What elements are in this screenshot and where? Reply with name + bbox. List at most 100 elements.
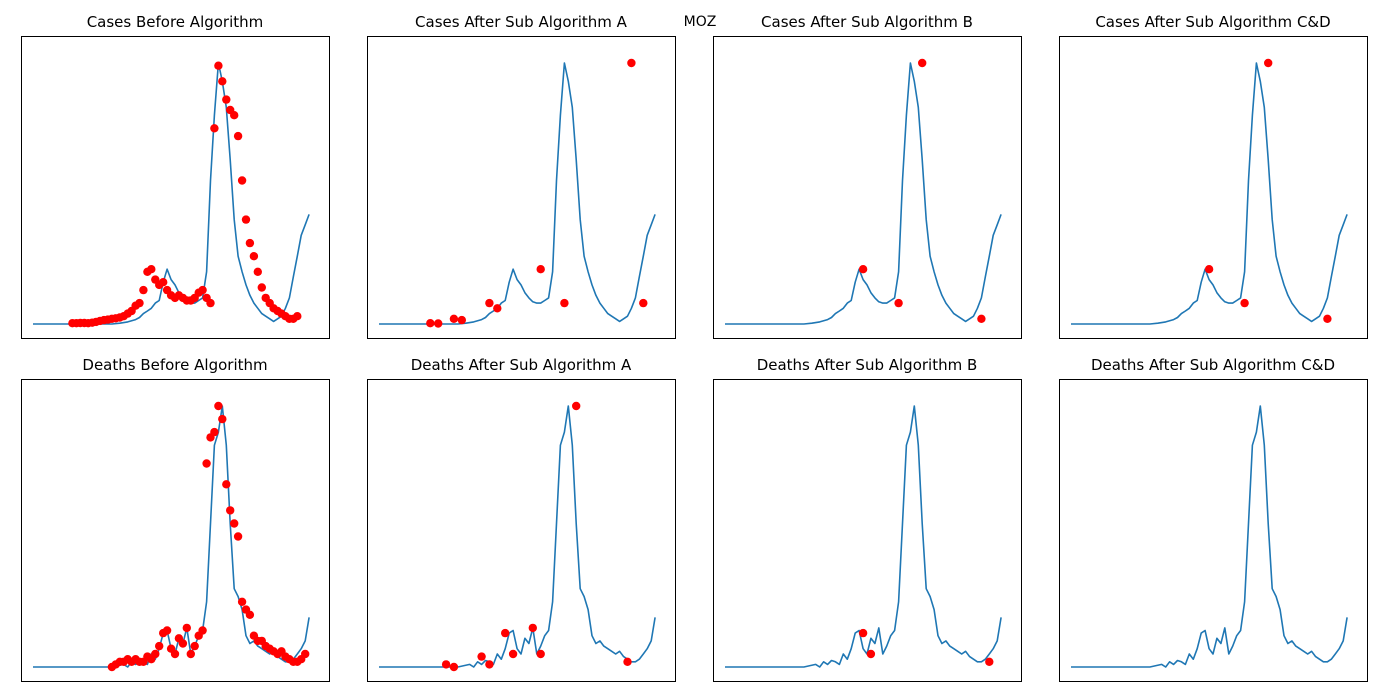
peak-marker <box>572 401 581 411</box>
peak-marker <box>894 298 903 308</box>
peak-marker <box>135 298 144 308</box>
peak-marker <box>198 285 207 295</box>
figure-suptitle: MOZ <box>684 14 717 30</box>
panel-title: Deaths Before Algorithm <box>82 356 267 374</box>
peak-marker <box>159 278 168 287</box>
peak-marker <box>222 95 231 104</box>
panel-4: Cases After Sub Algorithm C&D <box>1059 13 1368 339</box>
panel-2: Cases After Sub Algorithm A <box>367 13 676 339</box>
peak-marker <box>226 506 235 515</box>
axes-frame <box>21 36 330 339</box>
series-line-1 <box>33 62 310 325</box>
axes-frame <box>21 379 330 682</box>
peak-marker <box>1264 58 1273 68</box>
peak-marker <box>1204 265 1214 274</box>
peak-marker <box>977 314 986 323</box>
peak-marker <box>623 657 632 666</box>
peak-marker <box>253 267 262 276</box>
peak-marker <box>627 58 636 68</box>
peak-marker <box>301 649 310 659</box>
peak-marker <box>257 283 266 292</box>
peak-marker <box>441 660 451 669</box>
peak-marker <box>190 641 199 651</box>
panel-1: Cases Before Algorithm <box>21 13 330 339</box>
peak-marker <box>434 319 443 328</box>
peak-marker <box>918 58 927 68</box>
peak-marker <box>147 265 156 274</box>
peak-marker <box>536 265 545 274</box>
peak-marker <box>186 649 195 659</box>
peak-marker <box>218 77 227 86</box>
panel-5: Deaths Before Algorithm <box>21 356 330 682</box>
series-line-1 <box>1071 62 1348 325</box>
series-line-1 <box>33 405 310 668</box>
peak-marker <box>245 610 255 619</box>
panel-title: Cases After Sub Algorithm C&D <box>1095 13 1330 31</box>
panel-title: Deaths After Sub Algorithm A <box>411 356 632 374</box>
peak-marker <box>198 626 207 635</box>
peak-marker <box>139 285 148 295</box>
panel-title: Cases After Sub Algorithm B <box>761 13 973 31</box>
series-line-1 <box>379 62 656 325</box>
peak-marker <box>170 649 180 659</box>
series-line-1 <box>725 62 1002 325</box>
peak-marker <box>639 298 648 308</box>
peak-marker <box>233 131 243 141</box>
peak-marker <box>508 649 518 659</box>
panel-grid: Cases Before Algorithm Cases After Sub Al… <box>21 13 1368 682</box>
peak-marker <box>202 459 211 468</box>
series-line-1 <box>1071 405 1348 668</box>
peak-marker <box>218 414 227 424</box>
peak-marker <box>858 628 868 638</box>
peak-marker <box>493 304 502 313</box>
peak-marker <box>449 662 459 672</box>
peak-marker <box>293 312 302 321</box>
peak-marker <box>485 660 494 669</box>
peak-marker <box>485 298 494 308</box>
panel-title: Cases After Sub Algorithm A <box>415 13 628 31</box>
peak-marker <box>214 401 223 411</box>
axes-frame <box>713 36 1022 339</box>
peak-marker <box>233 532 243 541</box>
peak-marker <box>210 124 219 133</box>
peak-marker <box>858 265 868 274</box>
series-line-1 <box>725 405 1002 668</box>
panel-6: Deaths After Sub Algorithm A <box>367 356 676 682</box>
peak-marker <box>501 628 510 638</box>
peak-marker <box>222 480 231 489</box>
peak-marker <box>249 252 259 261</box>
panel-title: Deaths After Sub Algorithm C&D <box>1091 356 1335 374</box>
panel-7: Deaths After Sub Algorithm B <box>713 356 1022 682</box>
peak-marker <box>426 319 435 328</box>
peak-marker <box>230 519 239 528</box>
peak-marker <box>237 597 247 606</box>
series-line-1 <box>379 405 656 668</box>
peak-marker <box>206 298 215 308</box>
peak-marker <box>151 649 160 659</box>
axes-frame <box>1059 36 1368 339</box>
panel-title: Deaths After Sub Algorithm B <box>757 356 978 374</box>
peak-marker <box>536 649 545 659</box>
peak-marker <box>866 649 876 659</box>
peak-marker <box>457 315 466 325</box>
peak-marker <box>182 623 191 633</box>
peak-marker <box>1240 298 1249 308</box>
peak-marker <box>245 238 255 248</box>
peak-marker <box>985 657 994 666</box>
axes-frame <box>713 379 1022 682</box>
peak-marker <box>155 641 164 651</box>
peak-marker <box>237 176 247 185</box>
axes-frame <box>1059 379 1368 682</box>
peak-marker <box>528 623 537 633</box>
peak-marker <box>477 652 486 661</box>
peak-marker <box>162 626 172 635</box>
panel-title: Cases Before Algorithm <box>87 13 264 31</box>
panel-8: Deaths After Sub Algorithm C&D <box>1059 356 1368 682</box>
peak-marker <box>241 215 251 224</box>
axes-frame <box>367 36 676 339</box>
peak-marker <box>210 427 219 437</box>
peak-marker <box>214 61 223 70</box>
panel-3: Cases After Sub Algorithm B <box>713 13 1022 339</box>
peak-marker <box>560 298 569 308</box>
